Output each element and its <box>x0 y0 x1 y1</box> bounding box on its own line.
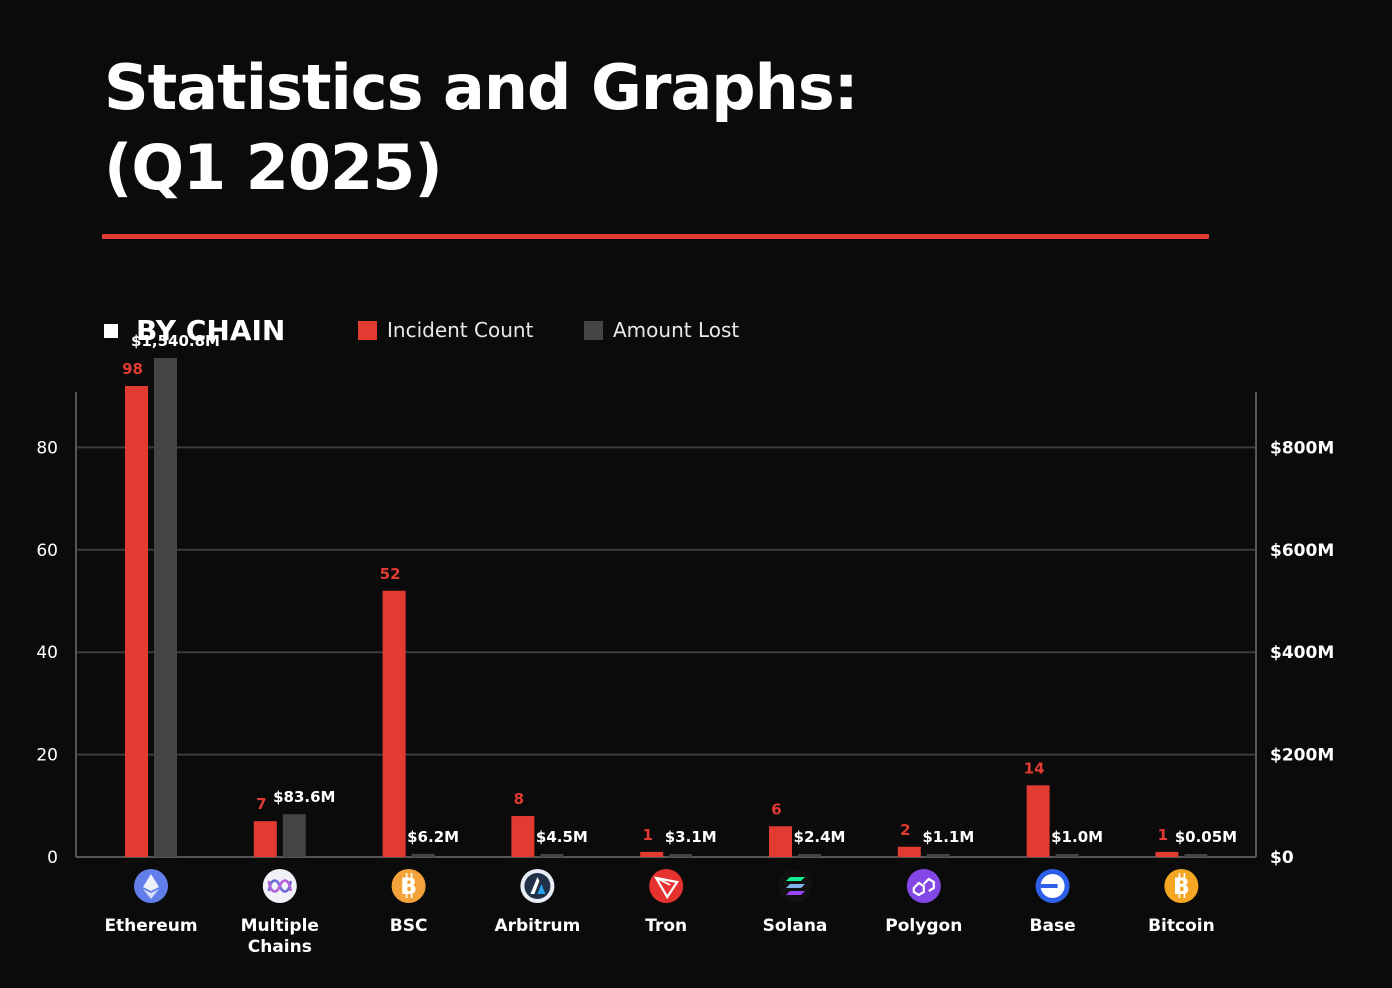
solana-icon <box>778 869 812 903</box>
page-title: Statistics and Graphs: (Q1 2025) <box>104 48 859 208</box>
bar-amount-lost-solana <box>798 854 821 857</box>
bar-incident-count-bsc <box>382 590 406 857</box>
bar-amount-lost-multiple-chains <box>282 814 306 857</box>
arbitrum-icon <box>520 869 555 903</box>
bsc-icon: B <box>391 869 426 903</box>
y-right-tick-label: $200M <box>1270 746 1334 766</box>
data-label-amount-lost: $1.1M <box>922 828 974 846</box>
data-label-incident-count: 6 <box>771 800 781 818</box>
legend-swatch-amount-lost <box>584 320 603 340</box>
svg-text:B: B <box>400 875 417 900</box>
legend-item-incident-count: Incident Count <box>358 318 533 342</box>
section-heading: BY CHAIN <box>104 314 285 347</box>
x-tick-label-bsc: BSC <box>390 916 428 936</box>
legend-swatch-incident-count <box>358 320 377 340</box>
data-label-incident-count: 1 <box>642 826 652 844</box>
y-left-tick-label: 80 <box>36 438 58 458</box>
legend-label-amount-lost: Amount Lost <box>613 318 740 342</box>
title-divider <box>102 234 1209 239</box>
x-tick-label-arbitrum: Arbitrum <box>494 916 580 936</box>
legend-item-amount-lost: Amount Lost <box>584 318 739 342</box>
bitcoin-icon: B <box>1164 869 1199 903</box>
x-tick-label-tron: Tron <box>645 916 687 936</box>
y-left-tick-label: 0 <box>47 848 58 868</box>
bar-amount-lost-polygon <box>926 854 950 857</box>
x-tick-label-solana: Solana <box>763 916 828 936</box>
bar-incident-count-multiple-chains <box>253 821 277 857</box>
data-label-amount-lost: $6.2M <box>407 828 459 846</box>
x-tick-label-base: Base <box>1030 916 1076 936</box>
bar-incident-count-base <box>1026 785 1050 857</box>
bar-amount-lost-base <box>1055 854 1079 857</box>
bar-incident-count-ethereum <box>125 386 148 857</box>
bar-incident-count-solana <box>769 826 792 857</box>
bar-incident-count-tron <box>640 851 664 857</box>
x-tick-label-bitcoin: Bitcoin <box>1148 916 1215 936</box>
data-label-amount-lost: $4.5M <box>536 828 588 846</box>
x-tick-label-multiple-chains: Chains <box>248 937 312 957</box>
title-line-1: Statistics and Graphs: <box>104 51 859 124</box>
data-label-incident-count: 8 <box>514 790 524 808</box>
bar-amount-lost-arbitrum <box>540 854 564 857</box>
svg-text:B: B <box>1173 875 1190 900</box>
title-line-2: (Q1 2025) <box>104 131 443 204</box>
x-tick-label-multiple-chains: Multiple <box>241 916 319 936</box>
multiple-chains-icon <box>262 869 297 903</box>
y-right-tick-label: $800M <box>1270 438 1334 458</box>
section-label: BY CHAIN <box>136 314 286 347</box>
bar-amount-lost-bitcoin <box>1184 854 1208 857</box>
section-bullet-icon <box>104 323 118 338</box>
data-label-amount-lost: $1.0M <box>1051 828 1103 846</box>
bar-amount-lost-bsc <box>411 853 435 857</box>
y-left-tick-label: 60 <box>36 541 58 561</box>
bar-amount-lost-ethereum <box>154 358 177 857</box>
data-label-amount-lost: $2.4M <box>794 828 846 846</box>
y-left-tick-label: 40 <box>36 643 58 663</box>
data-label-incident-count: 7 <box>256 795 266 813</box>
data-label-incident-count: 98 <box>122 360 143 378</box>
x-tick-label-polygon: Polygon <box>885 916 962 936</box>
bar-incident-count-arbitrum <box>511 816 535 857</box>
data-label-incident-count: 52 <box>380 565 401 583</box>
base-icon <box>1035 869 1070 903</box>
data-label-incident-count: 1 <box>1158 826 1168 844</box>
y-right-tick-label: $600M <box>1270 541 1334 561</box>
legend-label-incident-count: Incident Count <box>387 318 534 342</box>
bar-incident-count-polygon <box>897 846 921 857</box>
ethereum-icon <box>134 869 168 903</box>
bar-incident-count-bitcoin <box>1155 851 1179 857</box>
data-label-incident-count: 14 <box>1024 759 1045 777</box>
data-label-amount-lost: $1,540.8M <box>131 332 220 350</box>
data-label-amount-lost: $3.1M <box>665 828 717 846</box>
data-label-amount-lost: $0.05M <box>1175 828 1237 846</box>
x-tick-label-ethereum: Ethereum <box>104 916 197 936</box>
tron-icon <box>649 869 684 903</box>
y-right-tick-label: $400M <box>1270 643 1334 663</box>
y-right-tick-label: $0 <box>1270 848 1294 868</box>
y-left-tick-label: 20 <box>36 746 58 766</box>
data-label-amount-lost: $83.6M <box>273 788 335 806</box>
bar-amount-lost-tron <box>669 854 693 857</box>
data-label-incident-count: 2 <box>900 821 910 839</box>
polygon-icon <box>906 869 941 903</box>
